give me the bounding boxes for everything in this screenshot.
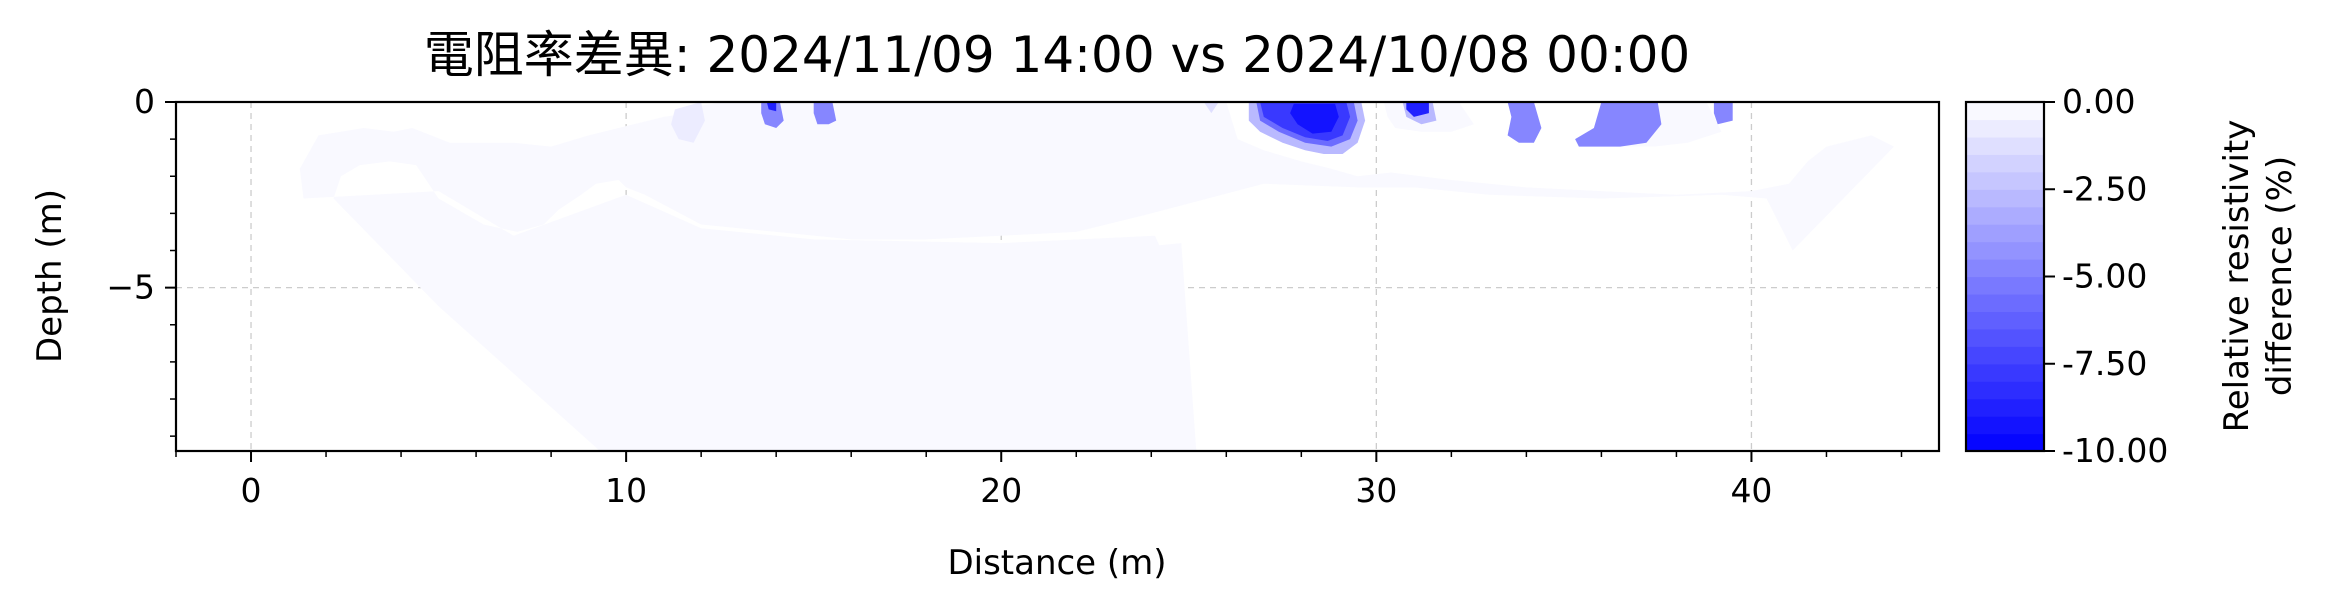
colorbar-band	[1966, 136, 2044, 155]
y-axis-label: Depth (m)	[30, 189, 70, 363]
contour-region	[1110, 102, 1122, 114]
colorbar-band	[1966, 102, 2044, 121]
colorbar-tick-label: 0.00	[2062, 82, 2135, 121]
colorbar-band	[1966, 328, 2044, 347]
colorbar-band	[1966, 119, 2044, 138]
colorbar-band	[1966, 171, 2044, 190]
colorbar-ticks: 0.00 -2.50 -5.00 -7.50 -10.00	[2044, 82, 2168, 470]
colorbar-band	[1966, 311, 2044, 330]
colorbar-band	[1966, 346, 2044, 365]
contour-region	[1713, 102, 1733, 125]
x-axis-label: Distance (m)	[947, 543, 1166, 583]
contour-region	[1406, 102, 1429, 117]
colorbar-band	[1966, 293, 2044, 312]
y-tick-label: 0	[134, 82, 155, 121]
colorbar-band	[1966, 276, 2044, 295]
colorbar-band	[1966, 398, 2044, 417]
colorbar-band	[1966, 433, 2044, 452]
x-tick-label: 30	[1355, 471, 1397, 510]
colorbar-tick-label: -7.50	[2062, 344, 2147, 383]
contour-region	[1143, 243, 1197, 451]
colorbar-band	[1966, 224, 2044, 243]
colorbar-tick-label: -2.50	[2062, 169, 2147, 208]
plot-frame	[174, 100, 1941, 453]
colorbar-band	[1966, 189, 2044, 208]
contour-region	[671, 102, 705, 143]
contour-region	[1575, 102, 1662, 147]
x-tick-label: 20	[980, 471, 1022, 510]
colorbar-band	[1966, 241, 2044, 260]
colorbar-tick-label: -10.00	[2062, 431, 2168, 470]
contour-region	[1290, 103, 1339, 134]
contour-region	[766, 102, 777, 112]
chart-title: 電阻率差異: 2024/11/09 14:00 vs 2024/10/08 00…	[424, 26, 1691, 84]
colorbar	[1964, 100, 2046, 453]
contour-region	[941, 102, 953, 112]
colorbar-band	[1966, 416, 2044, 435]
x-tick-label: 40	[1730, 471, 1772, 510]
contour-regions	[299, 102, 1894, 451]
colorbar-band	[1966, 154, 2044, 173]
y-axis-ticks: 0 −5	[106, 82, 176, 437]
y-tick-label: −5	[106, 268, 155, 307]
contour-region	[761, 102, 784, 128]
x-axis-ticks: 0 10 20 30 40	[175, 451, 1903, 510]
colorbar-label-line2: difference (%)	[2260, 156, 2300, 396]
colorbar-band	[1966, 259, 2044, 278]
colorbar-band	[1966, 206, 2044, 225]
colorbar-tick-label: -5.00	[2062, 257, 2147, 296]
colorbar-band	[1966, 363, 2044, 382]
colorbar-label-line1: Relative resistivity	[2217, 120, 2257, 433]
x-tick-label: 10	[605, 471, 647, 510]
contour-region	[1507, 102, 1542, 143]
contour-region	[813, 102, 837, 125]
contour-region	[1203, 102, 1219, 114]
x-tick-label: 0	[241, 471, 262, 510]
colorbar-band	[1966, 381, 2044, 400]
contour-region	[299, 102, 1894, 451]
